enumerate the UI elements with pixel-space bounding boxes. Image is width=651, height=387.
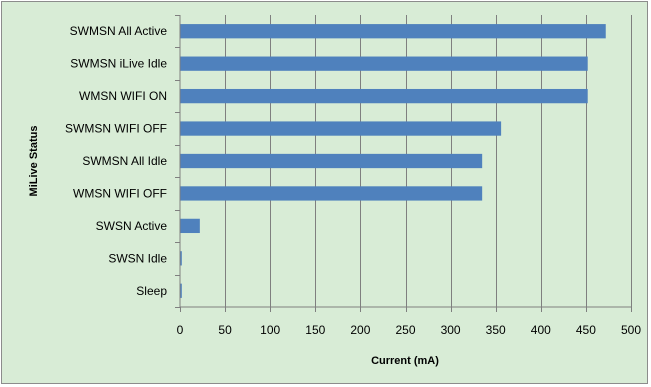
category-label-swmsn-wifi-off: SWMSN WIFI OFF (65, 122, 167, 136)
bar-swmsn-all-active (180, 24, 606, 39)
x-tick-label-350: 350 (486, 323, 506, 337)
x-tick-label-200: 200 (350, 323, 370, 337)
category-label-swmsn-all-active: SWMSN All Active (70, 24, 168, 38)
bar-wmsn-wifi-off (180, 186, 483, 201)
x-tick-label-100: 100 (260, 323, 280, 337)
x-tick-label-50: 50 (218, 323, 232, 337)
bar-swmsn-wifi-off (180, 121, 502, 136)
y-axis-title: MiLive Status (28, 126, 40, 197)
category-label-swsn-idle: SWSN Idle (108, 251, 167, 265)
category-label-wmsn-wifi-off: WMSN WIFI OFF (73, 186, 167, 200)
x-axis-title: Current (mA) (371, 355, 439, 367)
bar-wmsn-wifi-on (180, 88, 588, 104)
bars (180, 24, 606, 298)
x-tick-label-300: 300 (441, 323, 461, 337)
bar-sleep (180, 283, 182, 298)
category-label-sleep: Sleep (136, 284, 167, 298)
x-tick-label-250: 250 (395, 323, 415, 337)
bar-swmsn-ilive-idle (180, 56, 588, 71)
category-label-swmsn-ilive-idle: SWMSN iLive Idle (70, 57, 167, 71)
category-label-swmsn-all-idle: SWMSN All Idle (82, 154, 167, 168)
category-label-wmsn-wifi-on: WMSN WIFI ON (79, 89, 167, 103)
labels: 0 50 100 150 200 250 300 350 400 450 500 SWMSN All … (65, 24, 641, 337)
category-label-swsn-active: SWSN Active (96, 219, 168, 233)
x-tick-label-400: 400 (531, 323, 551, 337)
x-tick-label-450: 450 (576, 323, 596, 337)
axes (179, 15, 631, 308)
bar-swmsn-all-idle (180, 153, 483, 169)
x-tick-label-150: 150 (305, 323, 325, 337)
x-tick-label-0: 0 (177, 323, 184, 337)
x-tick-label-500: 500 (621, 323, 641, 337)
bar-swsn-idle (180, 251, 182, 266)
bar-swsn-active (180, 218, 200, 234)
